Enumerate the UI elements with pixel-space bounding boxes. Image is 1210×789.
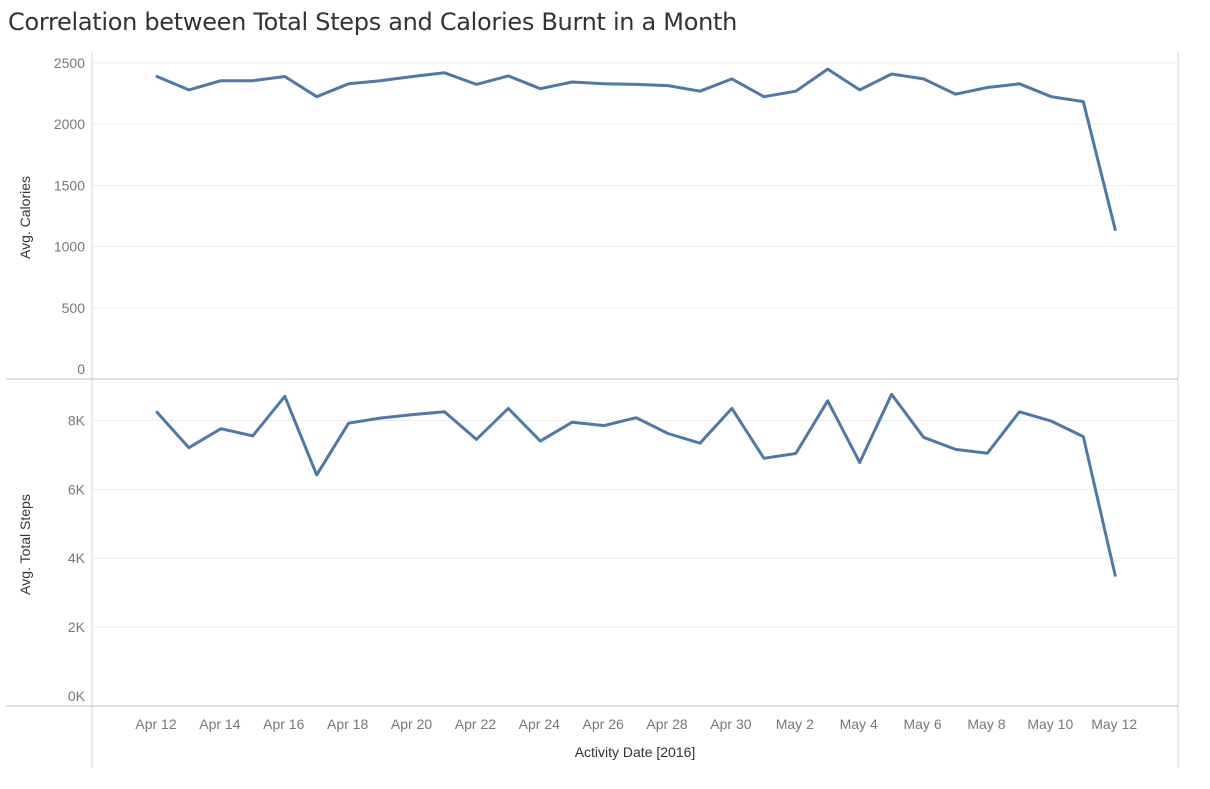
- y-tick-label: 1000: [54, 239, 85, 255]
- x-tick-label: Apr 20: [391, 716, 432, 732]
- x-tick-label: May 4: [840, 716, 878, 732]
- x-tick-label: May 2: [776, 716, 814, 732]
- series-line: [155, 392, 1117, 577]
- y-tick-label: 6K: [68, 481, 86, 497]
- y-tick-label: 4K: [68, 550, 86, 566]
- x-tick-label: Apr 12: [135, 716, 176, 732]
- y-tick-label: 500: [62, 300, 86, 316]
- y-tick-label: 2500: [54, 55, 85, 71]
- chart-frame: [6, 52, 1179, 768]
- x-tick-label: May 10: [1027, 716, 1073, 732]
- chart-title: Correlation between Total Steps and Calo…: [8, 8, 738, 36]
- x-axis-title: Activity Date [2016]: [575, 744, 696, 760]
- y-tick-label: 2000: [54, 116, 85, 132]
- y-tick-label: 0K: [68, 688, 86, 704]
- y-axis-title: Avg. Calories: [17, 176, 33, 259]
- x-tick-label: May 6: [903, 716, 941, 732]
- tick-labels: 0 500 1000 1500 2000 2500 Avg. Calories 0K 2K 4K 6…: [17, 55, 1137, 732]
- series-lines: [155, 67, 1117, 577]
- y-tick-label: 1500: [54, 177, 85, 193]
- y-axis-title: Avg. Total Steps: [17, 494, 33, 595]
- x-tick-label: Apr 22: [455, 716, 496, 732]
- x-tick-label: Apr 30: [710, 716, 751, 732]
- y-tick-label: 0: [77, 361, 85, 377]
- x-tick-label: Apr 24: [519, 716, 560, 732]
- y-tick-label: 8K: [68, 412, 86, 428]
- series-line: [155, 67, 1117, 231]
- x-tick-label: Apr 26: [583, 716, 624, 732]
- x-tick-label: Apr 16: [263, 716, 304, 732]
- x-tick-label: Apr 28: [646, 716, 687, 732]
- x-tick-label: May 12: [1091, 716, 1137, 732]
- x-tick-label: Apr 18: [327, 716, 368, 732]
- y-tick-label: 2K: [68, 619, 86, 635]
- x-tick-label: Apr 14: [199, 716, 240, 732]
- gridlines: [92, 62, 1178, 628]
- x-tick-label: May 8: [967, 716, 1005, 732]
